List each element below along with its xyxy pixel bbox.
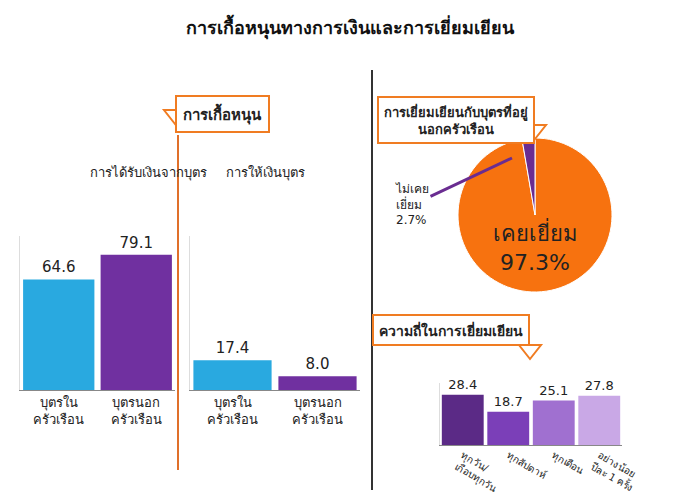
svg-text:17.4: 17.4 bbox=[216, 339, 249, 357]
svg-text:บุตรในครัวเรือน: บุตรในครัวเรือน bbox=[207, 395, 258, 427]
svg-text:64.6: 64.6 bbox=[42, 258, 75, 276]
svg-text:การได้รับเงินจากบุตร: การได้รับเงินจากบุตร bbox=[90, 165, 207, 181]
svg-text:28.4: 28.4 bbox=[448, 377, 477, 392]
svg-text:79.1: 79.1 bbox=[120, 234, 153, 252]
svg-text:ความถี่ในการเยี่ยมเยียน: ความถี่ในการเยี่ยมเยียน bbox=[379, 321, 523, 339]
svg-text:ทุกวัน/เกือบทุกวัน: ทุกวัน/เกือบทุกวัน bbox=[452, 450, 505, 495]
svg-text:บุตรนอกครัวเรือน: บุตรนอกครัวเรือน bbox=[111, 395, 162, 427]
svg-text:การเกื้อหนุนทางการเงินและการเย: การเกื้อหนุนทางการเงินและการเยี่ยมเยียน bbox=[186, 14, 515, 40]
svg-text:8.0: 8.0 bbox=[306, 355, 330, 373]
svg-text:บุตรในครัวเรือน: บุตรในครัวเรือน bbox=[33, 395, 84, 427]
svg-text:การให้เงินบุตร: การให้เงินบุตร bbox=[226, 165, 305, 181]
svg-text:18.7: 18.7 bbox=[494, 394, 523, 409]
svg-text:บุตรนอกครัวเรือน: บุตรนอกครัวเรือน bbox=[292, 395, 343, 427]
svg-text:27.8: 27.8 bbox=[585, 378, 614, 393]
svg-text:เคยเยี่ยม97.3%: เคยเยี่ยม97.3% bbox=[493, 218, 578, 275]
svg-text:การเกื้อหนุน: การเกื้อหนุน bbox=[183, 103, 262, 125]
svg-text:ไม่เคยเยี่ยม2.7%: ไม่เคยเยี่ยม2.7% bbox=[395, 182, 429, 227]
svg-text:ทุกเดือน: ทุกเดือน bbox=[550, 450, 586, 478]
svg-text:การเยี่ยมเยียนกับบุตรที่อยู่นอ: การเยี่ยมเยียนกับบุตรที่อยู่นอกครัวเรือน bbox=[384, 103, 528, 137]
svg-text:25.1: 25.1 bbox=[539, 383, 568, 398]
svg-text:อย่างน้อยปีละ 1 ครั้ง: อย่างน้อยปีละ 1 ครั้ง bbox=[588, 449, 641, 494]
svg-text:ทุกสัปดาห์: ทุกสัปดาห์ bbox=[504, 450, 548, 482]
